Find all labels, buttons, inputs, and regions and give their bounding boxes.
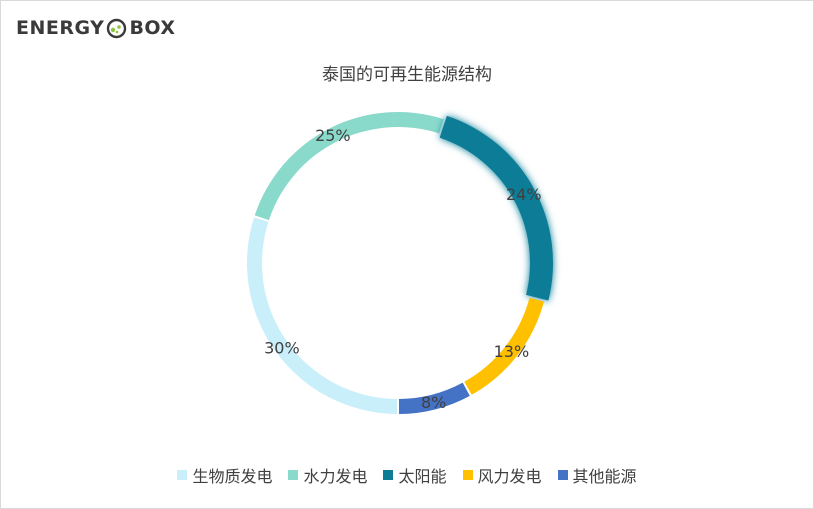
logo-text-right: BOX xyxy=(129,17,176,39)
logo-text-left: ENERGY xyxy=(16,17,105,39)
chart-legend: 生物质发电 水力发电 太阳能 风力发电 其他能源 xyxy=(0,463,814,487)
globe-icon xyxy=(106,18,127,39)
donut-slice xyxy=(439,115,553,301)
data-label: 8% xyxy=(421,393,446,412)
data-label: 24% xyxy=(506,185,542,204)
legend-label: 其他能源 xyxy=(572,467,637,486)
donut-slice xyxy=(254,111,444,221)
legend-label: 水力发电 xyxy=(303,467,368,486)
legend-label: 风力发电 xyxy=(477,467,542,486)
data-label: 13% xyxy=(494,342,530,361)
donut-slice xyxy=(398,382,470,414)
legend-swatch xyxy=(383,470,394,480)
legend-item: 水力发电 xyxy=(288,463,367,487)
legend-swatch xyxy=(557,470,568,480)
data-label: 25% xyxy=(315,126,351,145)
legend-swatch xyxy=(288,470,299,480)
chart-title: 泰国的可再生能源结构 xyxy=(322,65,492,85)
legend-item: 太阳能 xyxy=(383,463,447,487)
data-label: 30% xyxy=(264,338,300,357)
legend-item: 其他能源 xyxy=(557,463,637,487)
legend-label: 太阳能 xyxy=(398,467,447,486)
legend-label: 生物质发电 xyxy=(192,467,273,486)
donut-slice xyxy=(247,217,398,414)
donut-slice xyxy=(464,297,544,395)
legend-item: 风力发电 xyxy=(462,463,542,487)
legend-swatch xyxy=(462,470,473,480)
energy-box-logo: ENERGY BOX xyxy=(16,15,176,41)
legend-swatch xyxy=(177,470,188,480)
legend-item: 生物质发电 xyxy=(177,463,272,487)
